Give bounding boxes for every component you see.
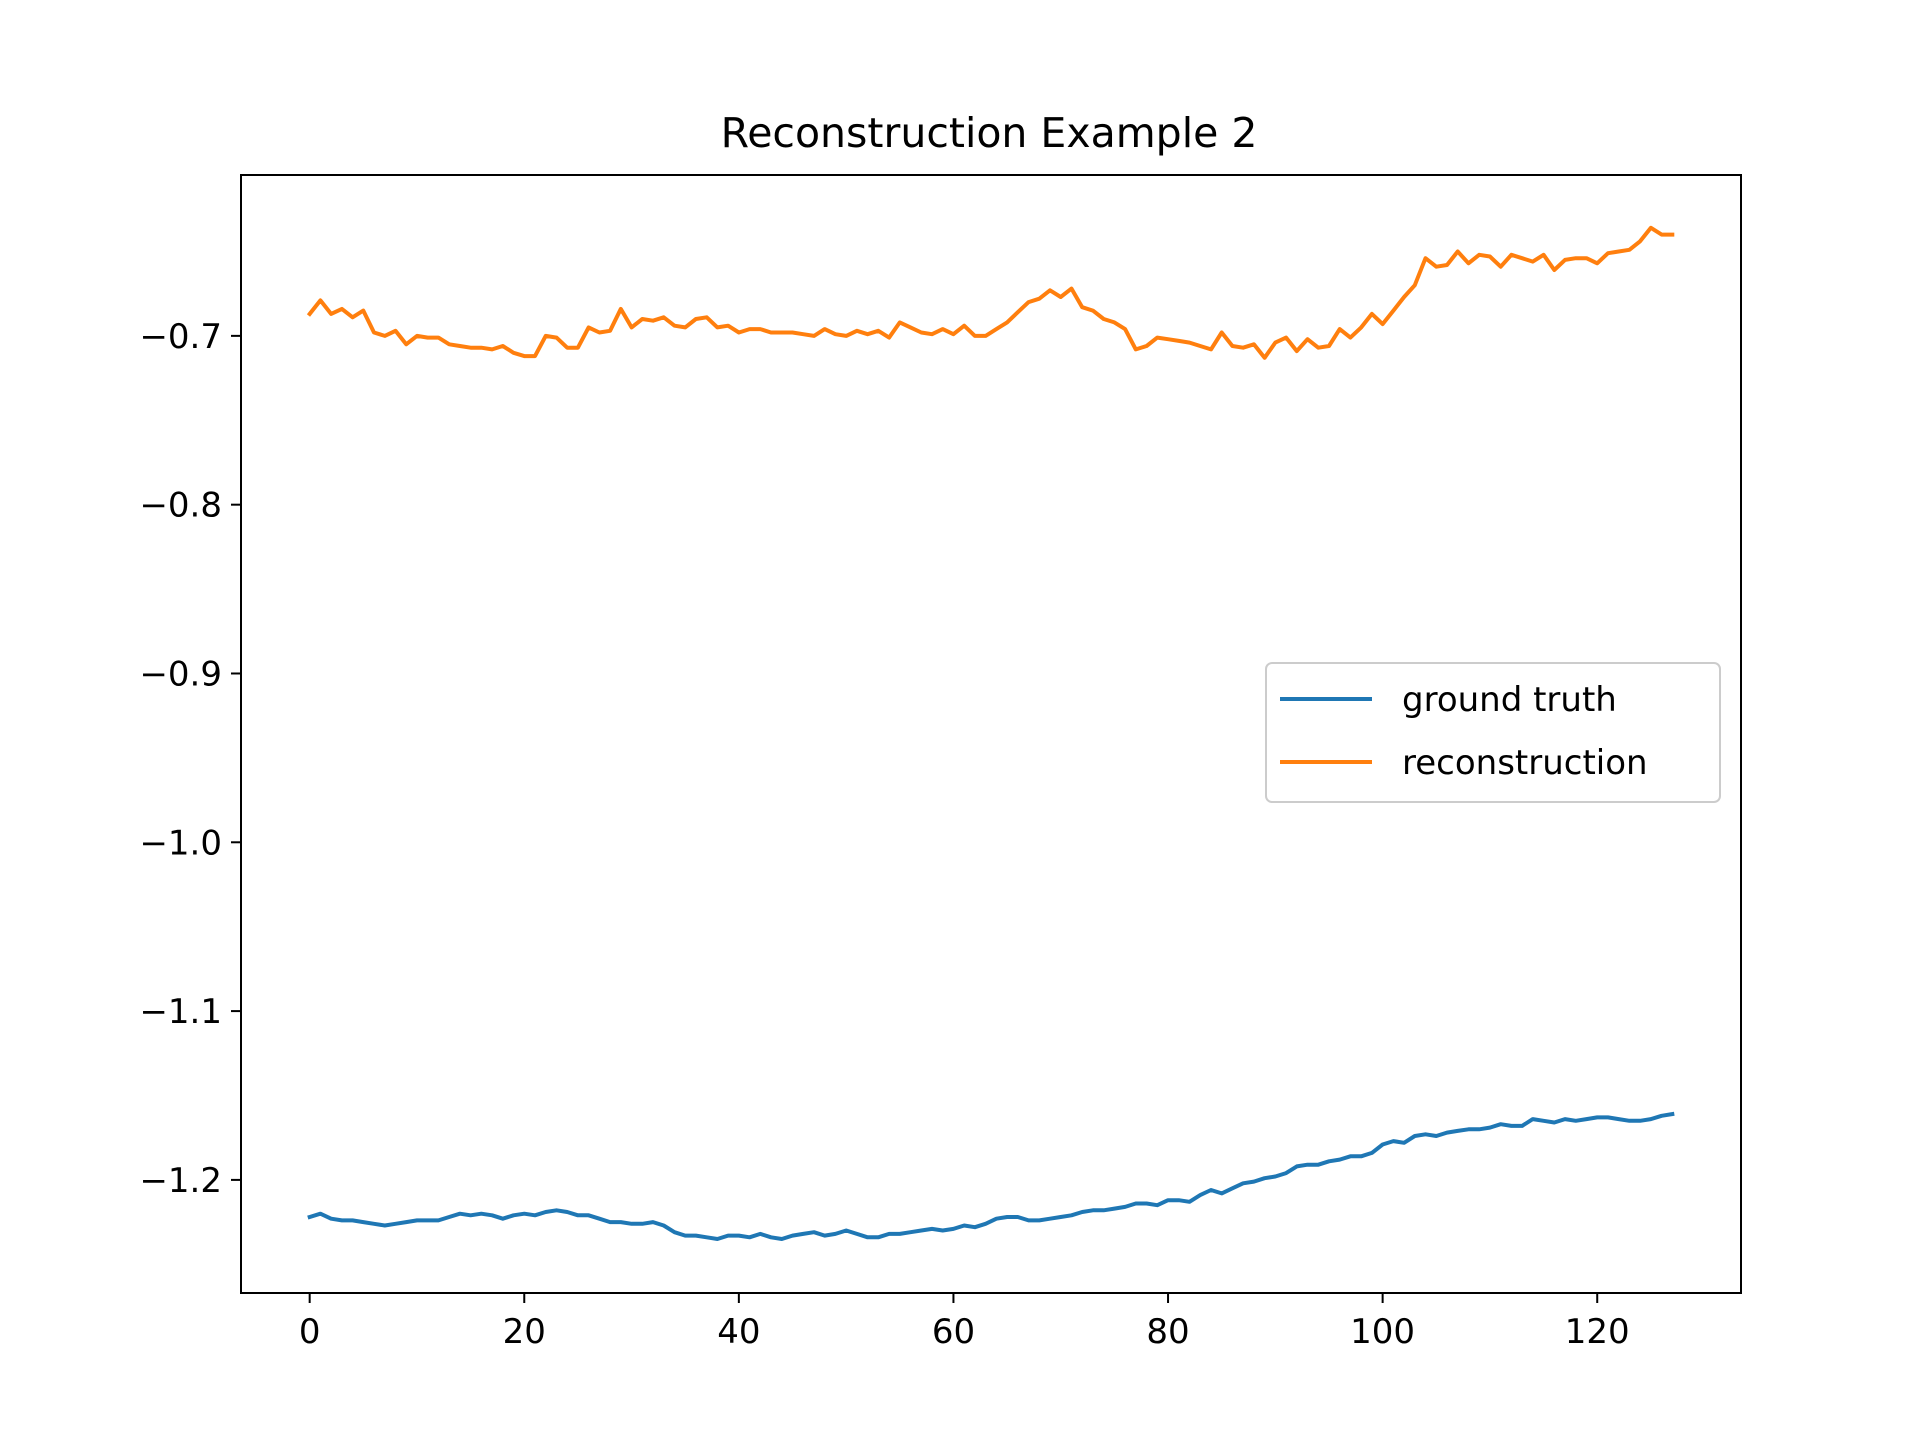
x-tick-label: 0 <box>299 1312 321 1352</box>
y-tick-label: −0.8 <box>139 486 222 526</box>
chart-title: Reconstruction Example 2 <box>721 109 1258 157</box>
x-tick-label: 120 <box>1565 1312 1630 1352</box>
y-tick-label: −0.9 <box>139 654 222 694</box>
legend-label-ground-truth: ground truth <box>1402 680 1617 720</box>
series-line-ground-truth <box>307 1111 1675 1241</box>
plot-frame <box>240 174 1742 1294</box>
x-tick-label: 40 <box>717 1312 760 1352</box>
series-line-reconstruction <box>306 225 1675 360</box>
x-tick-label: 60 <box>932 1312 975 1352</box>
legend-label-reconstruction: reconstruction <box>1402 743 1648 783</box>
legend-box <box>1265 662 1721 803</box>
y-tick-label: −1.2 <box>139 1161 222 1201</box>
series-layer <box>306 225 1675 1241</box>
y-tick-label: −1.1 <box>139 992 222 1032</box>
x-axis: 0 20 40 60 80 100 120 <box>299 1293 1630 1352</box>
x-tick-label: 20 <box>503 1312 546 1352</box>
x-tick-label: 80 <box>1146 1312 1189 1352</box>
legend: ground truth reconstruction <box>1265 662 1721 803</box>
y-tick-label: −1.0 <box>139 823 222 863</box>
x-tick-label: 100 <box>1350 1312 1415 1352</box>
y-axis: −0.7 −0.8 −0.9 −1.0 −1.1 −1.2 <box>139 317 241 1201</box>
y-tick-label: −0.7 <box>139 317 222 357</box>
